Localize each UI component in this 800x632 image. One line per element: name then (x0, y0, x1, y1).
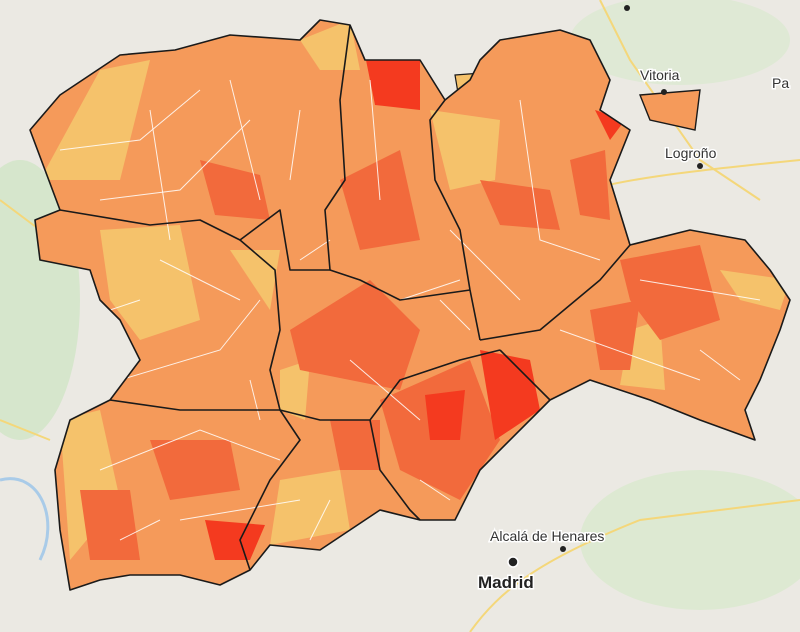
city-label: Alcalá de Henares (490, 528, 604, 544)
city-label: Madrid (478, 573, 534, 592)
city-label: Logroño (665, 145, 717, 161)
province-borders (29, 19, 791, 591)
city-markers (507, 5, 703, 568)
city-label: Vitoria (640, 67, 680, 83)
city-label: Pa (772, 75, 789, 91)
